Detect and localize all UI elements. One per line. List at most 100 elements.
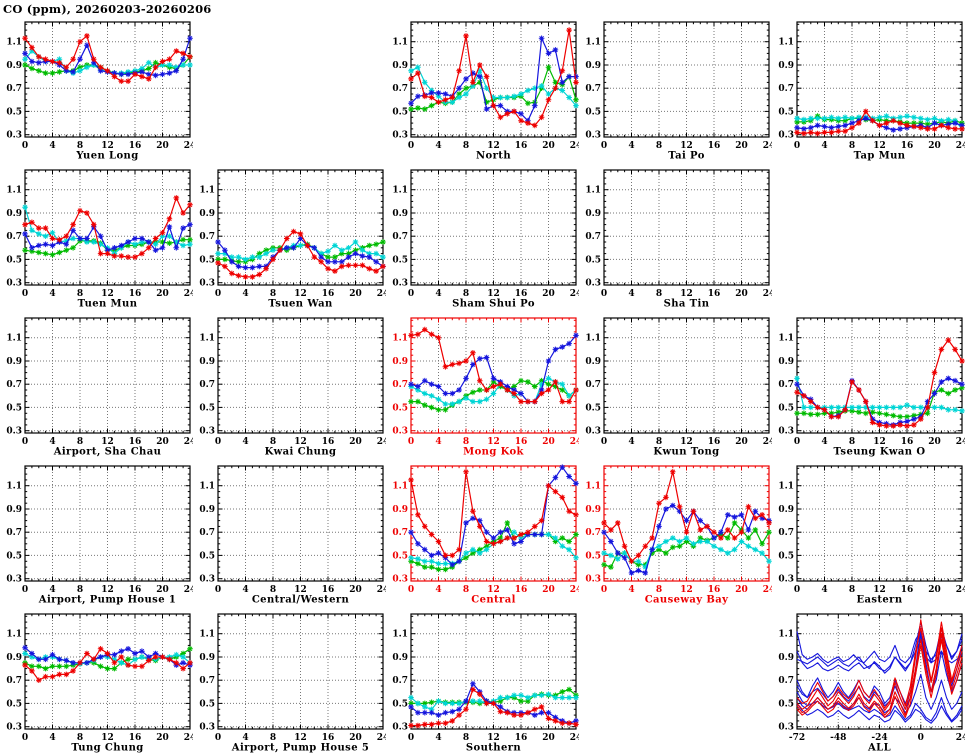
svg-text:4: 4 xyxy=(242,437,248,447)
svg-text:1.1: 1.1 xyxy=(6,38,22,48)
svg-text:8: 8 xyxy=(463,141,469,151)
svg-text:8: 8 xyxy=(656,437,662,447)
svg-text:0.7: 0.7 xyxy=(585,84,601,94)
svg-text:8: 8 xyxy=(463,437,469,447)
svg-text:24: 24 xyxy=(377,733,386,743)
svg-text:1.1: 1.1 xyxy=(585,38,601,48)
svg-text:8: 8 xyxy=(849,585,855,595)
svg-text:0: 0 xyxy=(22,733,28,743)
svg-text:16: 16 xyxy=(129,733,142,743)
svg-text:16: 16 xyxy=(901,437,914,447)
svg-text:1.1: 1.1 xyxy=(778,334,794,344)
svg-text:0.9: 0.9 xyxy=(778,505,794,515)
svg-text:1.1: 1.1 xyxy=(199,482,215,492)
svg-text:0.3: 0.3 xyxy=(199,427,215,437)
svg-text:4: 4 xyxy=(435,437,441,447)
svg-text:1.1: 1.1 xyxy=(6,482,22,492)
svg-text:0.7: 0.7 xyxy=(585,380,601,390)
svg-text:1.1: 1.1 xyxy=(585,482,601,492)
svg-text:20: 20 xyxy=(156,141,169,151)
svg-text:0.3: 0.3 xyxy=(199,575,215,585)
svg-text:24: 24 xyxy=(570,141,579,151)
svg-text:12: 12 xyxy=(101,733,114,743)
chart-sham-shui-po: 0.3 0.5 0.7 0.9 1.1 0 4 8 12 16 20 24 Sham Shui Po xyxy=(386,163,582,311)
svg-text:16: 16 xyxy=(322,733,335,743)
chart-mong-kok: 0.3 0.5 0.7 0.9 1.1 0 4 8 12 16 20 24 Mong Kok xyxy=(386,311,582,459)
svg-text:Eastern: Eastern xyxy=(856,595,902,606)
svg-text:12: 12 xyxy=(101,585,114,595)
svg-text:20: 20 xyxy=(735,437,748,447)
svg-text:8: 8 xyxy=(77,585,83,595)
chart-tai-po-plot: 0.3 0.5 0.7 0.9 1.1 0 4 8 12 16 20 24 Tai Po xyxy=(585,21,775,162)
svg-text:0.9: 0.9 xyxy=(778,61,794,71)
svg-text:1.1: 1.1 xyxy=(392,38,408,48)
svg-text:20: 20 xyxy=(928,437,941,447)
svg-text:0.7: 0.7 xyxy=(392,84,408,94)
chart-yuen-long-plot: 0.3 0.5 0.7 0.9 1.1 0 4 8 12 16 20 24 Yuen Long xyxy=(6,21,196,162)
svg-text:12: 12 xyxy=(680,141,693,151)
svg-text:1.1: 1.1 xyxy=(392,334,408,344)
svg-text:20: 20 xyxy=(928,585,941,595)
svg-text:0.9: 0.9 xyxy=(6,357,22,367)
svg-text:Airport, Pump House 1: Airport, Pump House 1 xyxy=(38,595,176,606)
svg-text:4: 4 xyxy=(821,437,827,447)
chart-sha-tin: 0.3 0.5 0.7 0.9 1.1 0 4 8 12 16 20 24 Sha Tin xyxy=(579,163,775,311)
svg-text:4: 4 xyxy=(628,289,634,299)
svg-text:0: 0 xyxy=(794,585,800,595)
chart-tung-chung-plot: 0.3 0.5 0.7 0.9 1.1 0 4 8 12 16 20 24 Tung Chung xyxy=(6,613,196,754)
svg-text:0.5: 0.5 xyxy=(6,699,22,709)
svg-text:12: 12 xyxy=(873,437,886,447)
svg-text:0.3: 0.3 xyxy=(6,279,22,289)
svg-text:16: 16 xyxy=(515,437,528,447)
svg-text:4: 4 xyxy=(49,289,55,299)
svg-text:0: 0 xyxy=(215,585,221,595)
svg-text:16: 16 xyxy=(515,733,528,743)
svg-text:Mong Kok: Mong Kok xyxy=(463,447,524,458)
svg-text:0.9: 0.9 xyxy=(392,357,408,367)
svg-text:1.1: 1.1 xyxy=(199,334,215,344)
svg-text:20: 20 xyxy=(349,733,362,743)
svg-text:0.9: 0.9 xyxy=(392,505,408,515)
svg-text:ALL: ALL xyxy=(867,743,891,754)
svg-text:24: 24 xyxy=(184,733,193,743)
chart-kwai-chung-plot: 0.3 0.5 0.7 0.9 1.1 0 4 8 12 16 20 24 Kwai Chung xyxy=(199,317,389,458)
svg-text:0: 0 xyxy=(22,289,28,299)
svg-text:12: 12 xyxy=(101,437,114,447)
svg-text:24: 24 xyxy=(956,585,965,595)
chart-kwun-tong-plot: 0.3 0.5 0.7 0.9 1.1 0 4 8 12 16 20 24 Kwun Tong xyxy=(585,317,775,458)
svg-text:8: 8 xyxy=(270,585,276,595)
chart-tsuen-wan-plot: 0.3 0.5 0.7 0.9 1.1 0 4 8 12 16 20 24 Tsuen Wan xyxy=(199,169,389,310)
svg-text:0: 0 xyxy=(408,437,414,447)
chart-airport-pump-house-5-plot: 0.3 0.5 0.7 0.9 1.1 0 4 8 12 16 20 24 Airport, Pump … xyxy=(199,613,389,754)
svg-text:4: 4 xyxy=(821,585,827,595)
chart-causeway-bay: 0.3 0.5 0.7 0.9 1.1 0 4 8 12 16 20 24 Causeway Bay xyxy=(579,459,775,607)
svg-text:0: 0 xyxy=(22,141,28,151)
svg-text:0.7: 0.7 xyxy=(6,676,22,686)
svg-text:12: 12 xyxy=(487,289,500,299)
svg-text:8: 8 xyxy=(656,141,662,151)
chart-north-plot: 0.3 0.5 0.7 0.9 1.1 0 4 8 12 16 20 24 North xyxy=(392,21,582,162)
svg-text:12: 12 xyxy=(487,733,500,743)
svg-text:0.9: 0.9 xyxy=(199,653,215,663)
svg-text:4: 4 xyxy=(435,141,441,151)
svg-text:24: 24 xyxy=(184,289,193,299)
svg-text:0.5: 0.5 xyxy=(199,551,215,561)
svg-text:8: 8 xyxy=(656,585,662,595)
chart-tsuen-wan: 0.3 0.5 0.7 0.9 1.1 0 4 8 12 16 20 24 Tsuen Wan xyxy=(193,163,389,311)
svg-text:24: 24 xyxy=(377,437,386,447)
svg-text:0.3: 0.3 xyxy=(6,723,22,733)
svg-text:0: 0 xyxy=(601,585,607,595)
svg-text:8: 8 xyxy=(270,437,276,447)
svg-text:North: North xyxy=(476,151,511,162)
svg-text:20: 20 xyxy=(349,437,362,447)
svg-text:12: 12 xyxy=(873,585,886,595)
svg-text:0.5: 0.5 xyxy=(778,551,794,561)
svg-text:0: 0 xyxy=(408,289,414,299)
svg-text:Sham Shui Po: Sham Shui Po xyxy=(452,299,535,310)
svg-text:12: 12 xyxy=(487,437,500,447)
svg-text:0.9: 0.9 xyxy=(585,209,601,219)
svg-text:0.5: 0.5 xyxy=(585,255,601,265)
svg-text:24: 24 xyxy=(570,733,579,743)
svg-text:20: 20 xyxy=(349,289,362,299)
svg-text:24: 24 xyxy=(956,437,965,447)
